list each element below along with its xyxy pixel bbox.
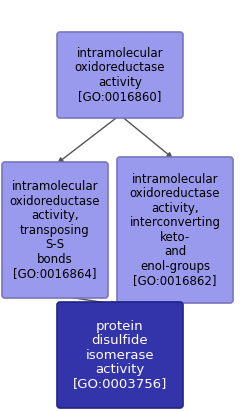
Text: intramolecular
oxidoreductase
activity,
interconverting
keto-
and
enol-groups
[G: intramolecular oxidoreductase activity, … bbox=[130, 173, 221, 287]
Text: intramolecular
oxidoreductase
activity,
transposing
S-S
bonds
[GO:0016864]: intramolecular oxidoreductase activity, … bbox=[10, 180, 100, 280]
FancyBboxPatch shape bbox=[117, 157, 233, 303]
FancyBboxPatch shape bbox=[57, 302, 183, 408]
Text: protein
disulfide
isomerase
activity
[GO:0003756]: protein disulfide isomerase activity [GO… bbox=[73, 319, 167, 390]
FancyBboxPatch shape bbox=[2, 162, 108, 298]
Text: intramolecular
oxidoreductase
activity
[GO:0016860]: intramolecular oxidoreductase activity [… bbox=[75, 47, 165, 103]
FancyBboxPatch shape bbox=[57, 32, 183, 118]
